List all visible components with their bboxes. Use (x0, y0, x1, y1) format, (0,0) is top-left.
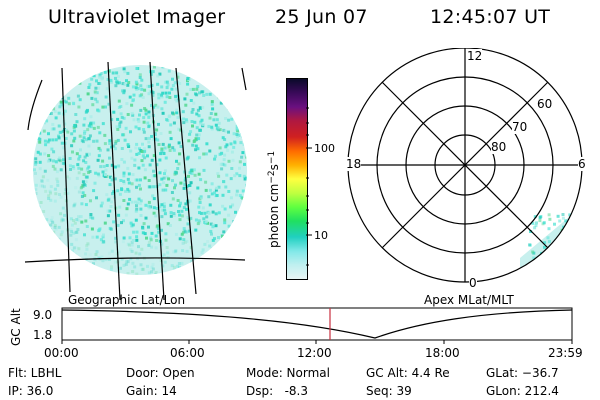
right-panel-caption: Apex MLat/MLT (424, 293, 514, 307)
mode-info: Mode: Normal (246, 366, 330, 380)
lat-lon-grid (24, 61, 247, 300)
colorbar-ticks (306, 107, 312, 266)
door-info: Door: Open (126, 366, 195, 380)
timeline-ticks (61, 340, 573, 344)
timeline-y-low: 1.8 (33, 328, 53, 342)
left-panel-caption: Geographic Lat/Lon (68, 293, 186, 307)
svg-text:photon cm−2s−1: photon cm−2s−1 (267, 151, 281, 248)
colorbar-unit-label: photon cm−2s−1 (267, 151, 281, 248)
altitude-curve (61, 309, 573, 339)
polar-grid (347, 48, 583, 283)
mlt-label-0: 0 (469, 276, 477, 290)
instrument-title: Ultraviolet Imager (48, 6, 226, 28)
timeline-tick-2: 12:00 (297, 346, 332, 360)
timeline-tick-0: 00:00 (44, 346, 79, 360)
ip-info: IP: 36.0 (8, 384, 54, 398)
timeline-tick-1: 06:00 (170, 346, 205, 360)
timeline-frame (61, 307, 573, 341)
geographic-image (24, 61, 247, 300)
altitude-timeline: GC Alt (9, 307, 573, 346)
colorbar-tick-100: 100 (314, 142, 335, 155)
lat-label-80: 80 (491, 140, 507, 154)
date-label: 25 Jun 07 (275, 6, 368, 28)
gain-info: Gain: 14 (126, 384, 177, 398)
polar-aurora-patch (520, 208, 582, 282)
mlt-label-18: 18 (346, 157, 362, 171)
glat-info: GLat: −36.7 (486, 366, 559, 380)
lat-label-60: 60 (537, 97, 553, 111)
polar-plot (347, 48, 583, 283)
seq-info: Seq: 39 (366, 384, 412, 398)
colorbar (286, 78, 308, 280)
timeline-y-label: GC Alt (9, 308, 23, 346)
timeline-y-high: 9.0 (33, 308, 53, 322)
timeline-tick-4: 23:59 (548, 346, 583, 360)
timeline-tick-3: 18:00 (425, 346, 460, 360)
time-label: 12:45:07 UT (430, 6, 551, 28)
colorbar-tick-10: 10 (314, 229, 328, 242)
filter-info: Flt: LBHL (8, 366, 62, 380)
gc-alt-info: GC Alt: 4.4 Re (366, 366, 450, 380)
dsp-info: Dsp: -8.3 (246, 384, 309, 398)
lat-label-70: 70 (512, 120, 528, 134)
mlt-label-12: 12 (467, 49, 483, 63)
glon-info: GLon: 212.4 (486, 384, 559, 398)
mlt-label-6: 6 (578, 157, 586, 171)
